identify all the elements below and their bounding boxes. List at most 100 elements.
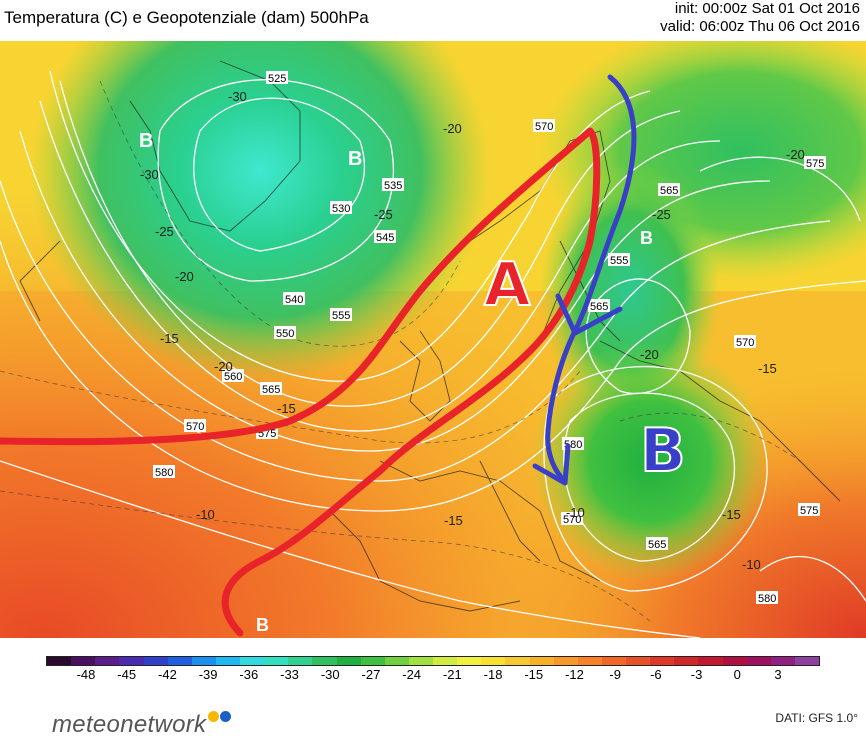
colorbar-segment <box>529 657 554 665</box>
colorbar-segment <box>384 657 409 665</box>
colorbar-segment <box>650 657 675 665</box>
colorbar-tick: -12 <box>565 667 584 682</box>
low-greenland-east: B <box>348 148 362 170</box>
temp-label: -15 <box>758 361 777 376</box>
svg-text:555: 555 <box>332 310 350 322</box>
svg-text:570: 570 <box>535 121 553 133</box>
geo-label: 525 <box>266 71 288 85</box>
svg-text:575: 575 <box>806 158 824 170</box>
temp-label: -10 <box>566 505 585 520</box>
low-greenland-west: B <box>139 130 153 152</box>
temp-label: -30 <box>140 167 159 182</box>
trough-arrow <box>532 74 637 486</box>
geo-label: 565 <box>646 537 668 551</box>
geo-label: 580 <box>756 591 778 605</box>
svg-text:535: 535 <box>384 180 402 192</box>
brand-logo: meteonetwork <box>52 711 207 738</box>
valid-time: valid: 06:00z Thu 06 Oct 2016 <box>660 18 860 35</box>
colorbar-segment <box>770 657 795 665</box>
svg-text:565: 565 <box>590 301 608 313</box>
colorbar-tick: -3 <box>690 667 703 682</box>
svg-text:525: 525 <box>268 73 286 85</box>
colorbar-tick: -27 <box>361 667 381 682</box>
temperature-colorbar <box>46 656 820 666</box>
geo-label: 565 <box>658 183 680 197</box>
init-time: init: 00:00z Sat 01 Oct 2016 <box>674 0 860 17</box>
colorbar-segment <box>336 657 361 665</box>
colorbar-segment <box>481 657 506 665</box>
colorbar-segment <box>71 657 96 665</box>
colorbar-segment <box>433 657 458 665</box>
geo-label: 550 <box>274 326 296 340</box>
low-scandinavia: B <box>640 228 653 248</box>
temp-label: -15 <box>444 513 463 528</box>
temp-label: -30 <box>228 89 247 104</box>
run-info: init: 00:00z Sat 01 Oct 2016 valid: 06:0… <box>660 0 860 36</box>
svg-text:530: 530 <box>332 203 350 215</box>
temp-label: -15 <box>722 507 741 522</box>
coastlines <box>19 60 841 612</box>
temp-label: -20 <box>214 359 233 374</box>
temp-label: -20 <box>175 269 194 284</box>
temp-label: -25 <box>652 207 671 222</box>
geo-label: 575 <box>798 503 820 517</box>
geo-label: 560 <box>222 369 244 383</box>
svg-text:580: 580 <box>155 467 173 479</box>
colorbar-segment <box>264 657 289 665</box>
colorbar-tick: -21 <box>442 667 462 682</box>
svg-text:565: 565 <box>660 185 678 197</box>
colorbar-segment <box>626 657 651 665</box>
geo-label: 575 <box>804 156 826 170</box>
colorbar-tick: -30 <box>320 667 340 682</box>
ridge-arrow <box>0 127 601 637</box>
colorbar-ticks: -48 -45 -42 -39 -36 -33 -30 -27 -24 -21 -18 -15 -12-… <box>46 667 818 685</box>
colorbar-segment <box>95 657 120 665</box>
page-title: Temperatura (C) e Geopotenziale (dam) 50… <box>4 8 369 27</box>
temp-label: -20 <box>640 347 659 362</box>
colorbar-segment <box>698 657 723 665</box>
colorbar-segment <box>674 657 699 665</box>
high-pressure-label: A <box>484 250 531 320</box>
svg-text:540: 540 <box>285 294 303 306</box>
colorbar-segment <box>47 657 72 665</box>
colorbar-segment <box>215 657 240 665</box>
geo-label: 545 <box>374 230 396 244</box>
brand-dot <box>220 711 231 722</box>
temp-label: -10 <box>196 507 215 522</box>
geo-label: 540 <box>283 292 305 306</box>
temp-label: -20 <box>443 121 462 136</box>
temp-label: -15 <box>277 401 296 416</box>
colorbar-segment <box>601 657 626 665</box>
geopotential-labels: 525 530 535 540 545 550 555 560 565 570 … <box>153 71 826 605</box>
colorbar-tick: -33 <box>280 667 299 682</box>
geo-label: 570 <box>561 512 583 526</box>
geo-label: 570 <box>533 119 555 133</box>
colorbar-tick: -45 <box>117 667 137 682</box>
geo-label: 565 <box>588 299 610 313</box>
colorbar-segment <box>505 657 530 665</box>
colorbar-tick: -18 <box>483 667 503 682</box>
geo-label: 555 <box>608 253 630 267</box>
svg-text:580: 580 <box>758 593 776 605</box>
pressure-centres: B B B B <box>139 130 653 635</box>
colorbar-segment <box>746 657 771 665</box>
geo-label: 565 <box>260 382 282 396</box>
colorbar-tick: -39 <box>198 667 218 682</box>
colorbar-tick: -36 <box>239 667 259 682</box>
svg-text:545: 545 <box>376 232 394 244</box>
colorbar-segment <box>408 657 433 665</box>
temp-label: -25 <box>374 207 393 222</box>
colorbar-segment <box>794 657 819 665</box>
geo-label: 530 <box>330 201 352 215</box>
temp-label: -15 <box>160 331 179 346</box>
colorbar-tick: -6 <box>650 667 662 682</box>
temperature-isotherms <box>0 80 801 622</box>
svg-text:560: 560 <box>224 371 242 383</box>
svg-text:570: 570 <box>736 337 754 349</box>
geo-label: 535 <box>382 178 404 192</box>
colorbar-segment <box>360 657 385 665</box>
colorbar-segment <box>240 657 265 665</box>
data-credit: DATI: GFS 1.0° <box>775 711 858 725</box>
temp-label: -10 <box>742 557 761 572</box>
colorbar-tick: -9 <box>609 667 621 682</box>
